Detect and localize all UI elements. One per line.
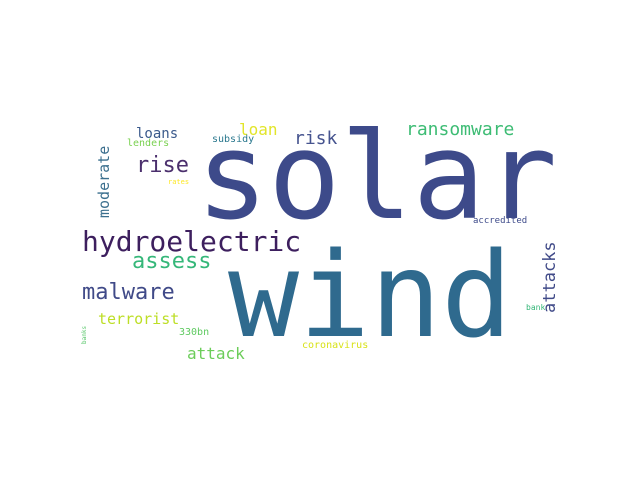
word-bank: bank <box>526 303 546 312</box>
word-ransomware: ransomware <box>406 119 515 140</box>
word-assess: assess <box>132 249 212 274</box>
word-coronavirus: coronavirus <box>302 340 369 351</box>
word-subsidy: subsidy <box>212 134 255 145</box>
word-attack: attack <box>187 344 245 363</box>
word-wind: wind <box>228 226 513 364</box>
word-loan: loan <box>239 120 278 139</box>
word-banks: banks <box>81 325 88 344</box>
word-rise: rise <box>136 153 189 178</box>
word-lenders: lenders <box>127 138 170 149</box>
word-330bn: 330bn <box>179 327 210 338</box>
word-risk: risk <box>294 128 338 149</box>
word-malware: malware <box>82 280 175 305</box>
word-loans: loans <box>136 126 179 142</box>
word-accredited: accredited <box>473 216 528 226</box>
word-moderate: moderate <box>95 145 113 218</box>
word-hydroelectric: hydroelectric <box>82 225 302 258</box>
word-rates: rates <box>168 178 190 186</box>
word-solar: solar <box>196 108 558 247</box>
word-terrorist: terrorist <box>98 310 180 328</box>
